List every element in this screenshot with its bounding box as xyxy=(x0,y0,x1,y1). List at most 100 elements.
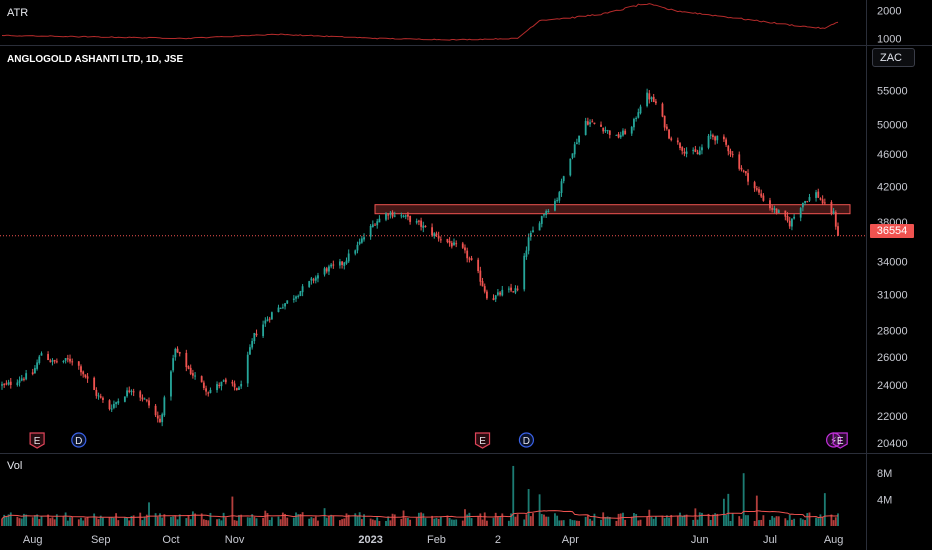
candle[interactable] xyxy=(51,358,54,366)
candle[interactable] xyxy=(156,411,159,423)
candle[interactable] xyxy=(38,354,41,365)
candle[interactable] xyxy=(525,246,528,260)
candle[interactable] xyxy=(363,233,365,242)
candle[interactable] xyxy=(345,257,348,265)
candle[interactable] xyxy=(393,211,396,218)
candle[interactable] xyxy=(740,165,743,172)
candle[interactable] xyxy=(369,224,372,240)
candle[interactable] xyxy=(709,130,712,140)
candle[interactable] xyxy=(479,266,482,286)
candle[interactable] xyxy=(216,381,218,393)
candle[interactable] xyxy=(464,244,466,254)
candle[interactable] xyxy=(527,233,530,255)
candle[interactable] xyxy=(176,346,179,353)
candle[interactable] xyxy=(762,193,765,202)
candle[interactable] xyxy=(323,266,326,277)
candle[interactable] xyxy=(791,218,793,231)
candle[interactable] xyxy=(665,124,668,131)
candle[interactable] xyxy=(575,138,578,145)
candle[interactable] xyxy=(554,198,556,212)
candle[interactable] xyxy=(692,147,695,155)
candle[interactable] xyxy=(161,412,164,427)
candle[interactable] xyxy=(376,218,379,229)
candle[interactable] xyxy=(821,195,824,205)
candle[interactable] xyxy=(371,220,374,228)
candle[interactable] xyxy=(270,311,273,320)
candle[interactable] xyxy=(753,180,756,192)
candle[interactable] xyxy=(240,380,243,389)
candle[interactable] xyxy=(360,235,363,244)
earnings-event-marker[interactable]: E xyxy=(474,432,491,449)
candle[interactable] xyxy=(648,90,651,104)
candle[interactable] xyxy=(3,383,6,388)
candle[interactable] xyxy=(277,304,280,313)
candle[interactable] xyxy=(325,266,328,274)
candle[interactable] xyxy=(806,200,809,203)
candle[interactable] xyxy=(163,395,166,417)
candle[interactable] xyxy=(483,283,486,294)
candle[interactable] xyxy=(507,286,510,293)
candle[interactable] xyxy=(538,221,541,231)
candle[interactable] xyxy=(187,365,190,370)
candle[interactable] xyxy=(431,223,433,237)
candle[interactable] xyxy=(775,208,778,215)
candle[interactable] xyxy=(7,379,10,386)
candle[interactable] xyxy=(310,276,313,285)
candle[interactable] xyxy=(266,316,269,322)
candle[interactable] xyxy=(668,128,670,140)
candle[interactable] xyxy=(69,354,71,364)
candle[interactable] xyxy=(235,387,238,391)
candle[interactable] xyxy=(466,247,469,263)
candle[interactable] xyxy=(189,364,192,376)
candle[interactable] xyxy=(16,379,19,387)
candle[interactable] xyxy=(279,307,282,309)
candle[interactable] xyxy=(328,264,330,276)
candle[interactable] xyxy=(499,291,502,297)
candle[interactable] xyxy=(556,197,559,203)
candle[interactable] xyxy=(529,230,532,241)
candle[interactable] xyxy=(837,222,839,237)
candle[interactable] xyxy=(64,358,67,364)
candle[interactable] xyxy=(358,238,361,246)
candle[interactable] xyxy=(84,374,87,379)
candle[interactable] xyxy=(635,116,638,122)
candle[interactable] xyxy=(123,396,126,403)
candle[interactable] xyxy=(33,365,36,374)
candle[interactable] xyxy=(200,375,203,383)
candle[interactable] xyxy=(402,214,405,218)
candle[interactable] xyxy=(108,399,111,411)
candle[interactable] xyxy=(77,361,80,370)
candle[interactable] xyxy=(102,396,104,403)
candle[interactable] xyxy=(819,197,822,201)
candle[interactable] xyxy=(760,189,763,198)
candle[interactable] xyxy=(562,175,565,184)
candle[interactable] xyxy=(652,93,655,103)
earnings-event-marker[interactable]: E xyxy=(29,432,45,449)
candle[interactable] xyxy=(573,141,576,158)
candle[interactable] xyxy=(9,378,12,389)
candle[interactable] xyxy=(481,277,484,287)
candle[interactable] xyxy=(698,146,701,156)
candle[interactable] xyxy=(455,240,458,248)
candle[interactable] xyxy=(738,151,741,171)
candle[interactable] xyxy=(622,128,624,137)
candle[interactable] xyxy=(615,134,618,136)
candle[interactable] xyxy=(558,190,561,204)
candle[interactable] xyxy=(701,144,703,155)
candle[interactable] xyxy=(115,401,118,408)
candle[interactable] xyxy=(25,369,28,381)
candle[interactable] xyxy=(415,218,418,225)
candle[interactable] xyxy=(86,372,89,383)
candle[interactable] xyxy=(420,217,423,231)
candle[interactable] xyxy=(439,236,442,243)
candle[interactable] xyxy=(516,285,519,292)
candle[interactable] xyxy=(55,358,58,364)
candle[interactable] xyxy=(400,212,403,219)
candle[interactable] xyxy=(292,295,295,303)
candle[interactable] xyxy=(387,213,390,220)
candle[interactable] xyxy=(172,354,175,373)
candle[interactable] xyxy=(268,316,271,323)
candle[interactable] xyxy=(608,130,611,139)
candle[interactable] xyxy=(670,136,673,142)
candle[interactable] xyxy=(606,129,609,134)
